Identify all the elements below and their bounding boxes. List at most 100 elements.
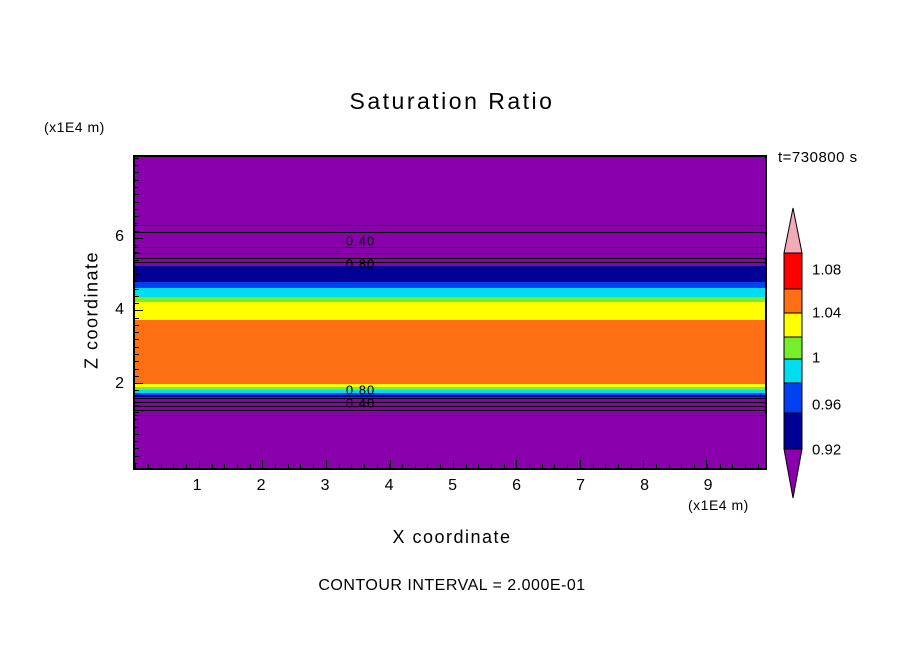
y-minor-tick [135,179,139,181]
contour-band [135,387,765,390]
x-tick-label: 1 [192,477,202,494]
x-minor-tick [516,464,518,468]
x-minor-tick [376,464,378,468]
y-minor-tick [135,274,139,276]
colorbar-label: 1.04 [812,304,842,322]
y-minor-tick [135,404,139,406]
x-tick-label: 7 [576,477,586,494]
y-minor-tick [135,332,139,334]
contour-band [135,384,765,388]
contour-band [135,265,765,283]
y-tick-label: 4 [115,300,124,318]
x-minor-tick [338,464,340,468]
x-minor-tick [579,464,581,468]
x-tick-label: 4 [384,477,394,494]
contour-line [135,231,765,233]
x-minor-tick [490,464,492,468]
x-minor-tick [744,464,746,468]
y-minor-tick [135,172,139,174]
colorbar: 1.08 1.04 1 0.96 0.92 [783,207,863,499]
x-minor-tick [617,464,619,468]
contour-line [135,414,765,416]
colorbar-label: 1.08 [812,261,842,279]
x-minor-tick [198,464,200,468]
y-axis-unit-label: (x1E4 m) [44,119,105,135]
contour-band [135,319,765,385]
x-minor-tick [389,464,391,468]
colorbar-label: 0.92 [812,441,842,459]
x-tick-label: 2 [256,477,266,494]
y-minor-tick [135,317,139,319]
x-axis-title: X coordinate [392,527,512,547]
colorbar-segment [783,252,803,290]
y-minor-tick [135,266,139,268]
y-minor-tick [135,448,139,450]
y-minor-tick [135,303,139,305]
x-minor-tick [465,464,467,468]
contour-band [135,282,765,289]
colorbar-label: 0.96 [812,396,842,414]
y-minor-tick [135,259,139,261]
x-axis-tick-labels: 1 2 3 4 5 6 7 8 9 [133,477,767,497]
contour-interval-label: CONTOUR INTERVAL = 2.000E-01 [318,577,586,594]
y-minor-tick [135,208,139,210]
contour-line-label: 0.40 [345,233,376,249]
x-minor-tick [148,464,150,468]
colorbar-segment [783,358,803,384]
x-minor-tick [262,464,264,468]
y-minor-tick [135,441,139,443]
y-minor-tick [135,455,139,457]
colorbar-arrow-top [783,207,803,254]
x-minor-tick [402,464,404,468]
y-minor-tick [135,216,139,218]
y-minor-tick [135,462,139,464]
x-minor-tick [440,464,442,468]
y-major-tick [135,237,143,239]
time-annotation: t=730800 s [778,149,858,166]
x-minor-tick [643,464,645,468]
y-minor-tick [135,354,139,355]
x-tick-label: 5 [448,477,457,494]
x-minor-tick [732,464,734,468]
contour-band [135,389,765,394]
x-minor-tick [452,464,454,468]
x-minor-tick [135,464,137,468]
x-minor-tick [719,464,721,468]
x-minor-tick [351,464,353,468]
y-minor-tick [135,230,139,232]
y-minor-tick [135,383,139,385]
contour-line [135,405,765,407]
contour-band [135,288,765,298]
y-minor-tick [135,165,139,167]
colorbar-segment [783,382,803,414]
x-minor-tick [275,464,277,468]
y-minor-tick [135,324,139,326]
y-minor-tick [135,223,139,225]
x-minor-tick [554,464,556,468]
x-minor-tick [757,464,759,468]
x-minor-tick [325,464,327,468]
x-minor-tick [706,464,708,468]
y-minor-tick [135,281,139,283]
contour-line [135,225,765,227]
x-axis-unit-label: (x1E4 m) [688,497,749,513]
contour-line [135,257,765,259]
y-minor-tick [135,368,139,370]
x-minor-tick [300,464,302,468]
y-major-tick [135,310,143,311]
y-minor-tick [135,288,139,290]
y-minor-tick [135,252,139,254]
x-tick-label: 6 [512,477,522,494]
y-minor-tick [135,237,139,239]
x-minor-tick [478,464,480,468]
x-minor-tick [313,464,315,468]
contour-line-label: 0.80 [345,382,376,398]
contour-line [135,409,765,411]
x-minor-tick [656,464,658,468]
y-major-tick [135,383,143,385]
x-minor-tick [211,464,213,468]
y-minor-tick [135,339,139,341]
colorbar-arrow-bottom [783,448,803,499]
y-minor-tick [135,346,139,348]
